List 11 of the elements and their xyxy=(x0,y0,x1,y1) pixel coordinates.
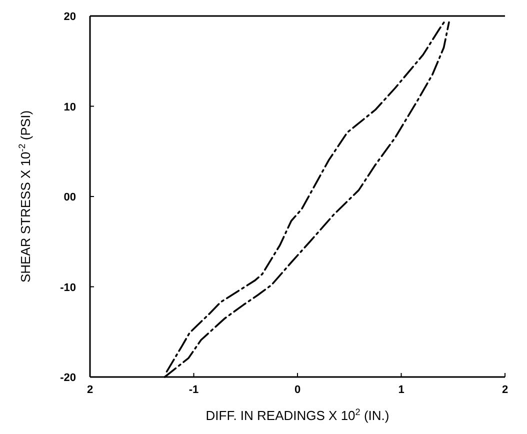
x-tick-label: 2 xyxy=(502,384,508,396)
y-tick-label: 00 xyxy=(64,192,76,204)
x-axis-title: DIFF. IN READINGS X 10$^{2}$ (IN.) xyxy=(206,407,390,423)
x-tick-label: 1 xyxy=(398,384,404,396)
y-tick-label: -20 xyxy=(60,372,76,384)
y-tick-label: -10 xyxy=(60,282,76,294)
x-tick-label: 2 xyxy=(86,384,94,396)
y-tick-label: 10 xyxy=(64,101,76,114)
y-tick-label: 20 xyxy=(64,11,76,23)
x-tick-label: -1 xyxy=(188,384,199,396)
x-tick-label: 0 xyxy=(294,384,301,396)
